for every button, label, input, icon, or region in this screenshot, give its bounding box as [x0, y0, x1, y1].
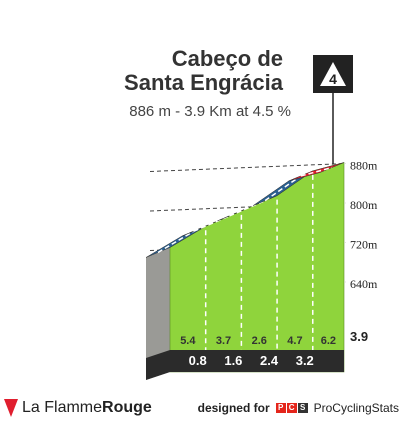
brand-bold: Rouge: [102, 399, 152, 416]
pcs-name: ProCyclingStats: [313, 401, 399, 415]
segment-centerline: [300, 166, 333, 177]
km-label: 1.6: [224, 353, 242, 368]
mountain-icon: [320, 62, 346, 86]
pcs-logo-c: C: [286, 403, 297, 413]
climb-title-line1: Cabeço de: [171, 46, 283, 71]
km-label: 3.2: [296, 353, 314, 368]
gradient-label: 5.4: [180, 335, 196, 347]
profile-area: 5.4 3.7 2.6 4.7 6.2 0.8 1.6 2.4 3.2 3.9: [145, 162, 368, 380]
gradient-label: 3.7: [216, 335, 231, 347]
climb-stats: 886 m - 3.9 Km at 4.5 %: [129, 103, 291, 120]
distance-band: [146, 350, 344, 380]
km-label: 2.4: [260, 353, 279, 368]
credit-text: designed for: [197, 401, 270, 415]
elevation-tick-label: 880m: [350, 159, 378, 173]
gradient-label: 6.2: [321, 335, 336, 347]
category-number: 4: [329, 71, 337, 87]
profile-wall: [146, 247, 170, 380]
segment-centerline: [157, 230, 195, 254]
pcs-logo-p: P: [275, 403, 286, 413]
gradient-label: 4.7: [287, 335, 302, 347]
total-distance-label: 3.9: [350, 329, 368, 344]
brand-name: La FlammeRouge: [22, 399, 152, 417]
brand-prefix: La Flamme: [22, 399, 103, 416]
pcs-credit: designed for P C S ProCyclingStats: [198, 401, 399, 415]
pcs-logo-s: S: [297, 403, 308, 413]
flamme-rouge-icon: [4, 399, 18, 417]
km-label: 0.8: [189, 353, 207, 368]
elevation-tick-label: 720m: [350, 238, 378, 252]
gradient-label: 2.6: [252, 335, 267, 347]
elevation-gridline: [149, 163, 347, 172]
category-flag: 4: [313, 55, 353, 165]
segment-centerline: [264, 175, 302, 202]
la-flamme-rouge-brand: La FlammeRouge: [4, 398, 152, 418]
climb-title-line2: Santa Engrácia: [124, 70, 283, 95]
elevation-tick-label: 800m: [350, 198, 378, 212]
elevation-tick-label: 640m: [350, 277, 378, 291]
